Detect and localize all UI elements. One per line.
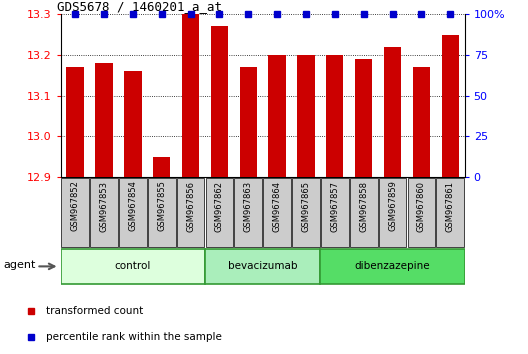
Text: GSM967855: GSM967855 (157, 181, 166, 232)
Text: GDS5678 / 1460201_a_at: GDS5678 / 1460201_a_at (56, 0, 222, 13)
Text: GSM967865: GSM967865 (301, 181, 310, 232)
Text: GSM967856: GSM967856 (186, 181, 195, 232)
Bar (384, 47, 401, 177)
Text: GSM967852: GSM967852 (71, 181, 80, 232)
Bar (321, 178, 348, 247)
Bar (297, 55, 315, 177)
Bar (326, 55, 343, 177)
Text: GSM967863: GSM967863 (244, 181, 253, 232)
Text: GSM967853: GSM967853 (99, 181, 108, 232)
Bar (211, 27, 228, 177)
Bar (234, 178, 262, 247)
Bar (355, 59, 372, 177)
Bar (67, 67, 84, 177)
Bar (61, 249, 205, 284)
Text: agent: agent (3, 259, 35, 269)
Bar (124, 71, 142, 177)
Bar (320, 249, 465, 284)
Text: GSM967864: GSM967864 (272, 181, 281, 232)
Bar (61, 178, 89, 247)
Bar (148, 178, 175, 247)
Bar (292, 178, 320, 247)
Bar (413, 67, 430, 177)
Text: GSM967859: GSM967859 (388, 181, 397, 232)
Bar (182, 14, 199, 177)
Text: bevacizumab: bevacizumab (228, 261, 297, 272)
Bar (379, 178, 407, 247)
Bar (177, 178, 204, 247)
Text: GSM967854: GSM967854 (128, 181, 137, 232)
Bar (436, 178, 464, 247)
Text: GSM967858: GSM967858 (359, 181, 368, 232)
Bar (119, 178, 147, 247)
Text: dibenzazepine: dibenzazepine (355, 261, 430, 272)
Text: GSM967861: GSM967861 (446, 181, 455, 232)
Bar (96, 63, 112, 177)
Text: GSM967857: GSM967857 (331, 181, 340, 232)
Text: transformed count: transformed count (46, 306, 143, 316)
Bar (263, 178, 291, 247)
Bar (441, 35, 459, 177)
Bar (90, 178, 118, 247)
Bar (268, 55, 286, 177)
Text: control: control (115, 261, 151, 272)
Bar (205, 178, 233, 247)
Bar (205, 249, 320, 284)
Bar (350, 178, 378, 247)
Text: GSM967862: GSM967862 (215, 181, 224, 232)
Bar (408, 178, 435, 247)
Bar (240, 67, 257, 177)
Text: GSM967860: GSM967860 (417, 181, 426, 232)
Bar (153, 157, 171, 177)
Text: percentile rank within the sample: percentile rank within the sample (46, 332, 222, 342)
